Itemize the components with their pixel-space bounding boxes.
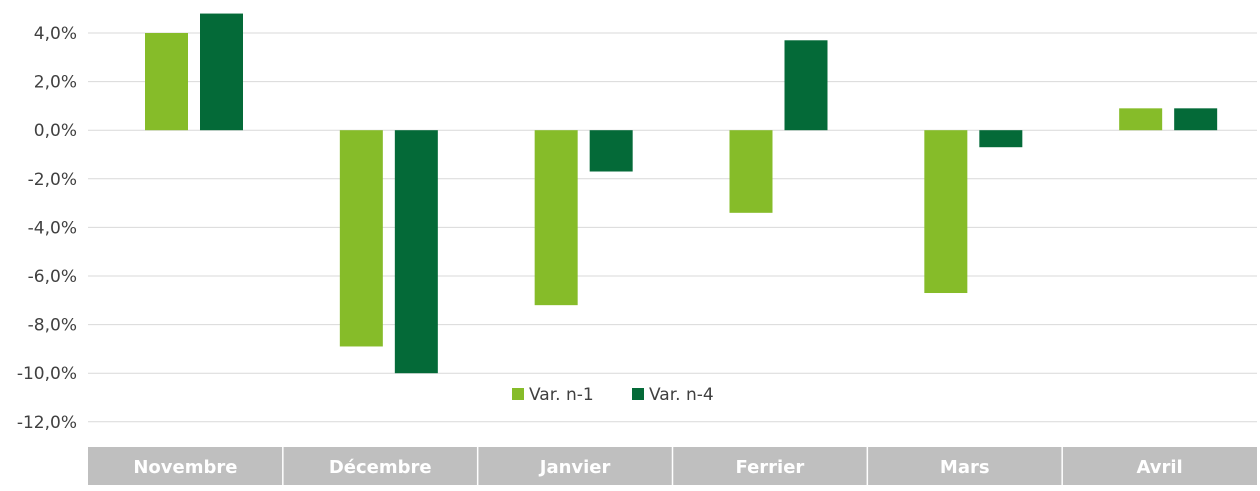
bar-series-1-janvier	[534, 130, 578, 306]
bar-series-2-mars	[979, 130, 1023, 148]
y-tick-label: 2,0%	[34, 73, 77, 93]
legend-label: Var. n-4	[649, 385, 714, 405]
category-cell	[282, 447, 478, 485]
legend: Var. n-1 Var. n-4	[512, 385, 714, 405]
category-cell	[477, 447, 673, 485]
category-label: Novembre	[133, 457, 237, 478]
bar-series-2-janvier	[589, 130, 633, 172]
y-tick-label: 4,0%	[34, 24, 77, 44]
gridlines	[88, 32, 1257, 423]
bar-series-1-décembre	[339, 130, 383, 347]
y-tick-label: -2,0%	[28, 170, 77, 190]
category-cell	[88, 447, 283, 485]
bar-series-2-avril	[1174, 108, 1218, 131]
y-tick-label: -8,0%	[28, 316, 77, 336]
y-tick-label: -12,0%	[17, 413, 77, 433]
category-cell	[672, 447, 868, 485]
y-tick-label: 0,0%	[34, 121, 77, 141]
bar-series-1-avril	[1119, 108, 1163, 131]
y-tick-label: -10,0%	[17, 364, 77, 384]
bar-series-1-mars	[924, 130, 968, 294]
bar-series-1-ferrier	[729, 130, 773, 213]
bar-series-2-novembre	[200, 13, 243, 131]
category-label: Mars	[940, 457, 990, 478]
legend-label: Var. n-1	[529, 385, 594, 405]
category-label: Décembre	[329, 457, 432, 478]
y-tick-label: -4,0%	[28, 218, 77, 238]
category-band: Novembre Décembre Janvier Ferrier Mars Avril	[88, 447, 1257, 485]
category-cell	[867, 447, 1063, 485]
legend-swatch	[632, 388, 644, 400]
category-cell	[1062, 447, 1257, 485]
bars	[145, 13, 1218, 374]
category-label: Janvier	[538, 457, 611, 478]
category-label: Avril	[1136, 457, 1182, 478]
category-label: Ferrier	[736, 457, 805, 478]
y-axis-tick-labels: 4,0% 2,0% 0,0% -2,0% -4,0% -6,0% -8,0% -10,0% -1…	[17, 24, 77, 433]
bar-series-1-novembre	[145, 33, 188, 131]
y-tick-label: -6,0%	[28, 267, 77, 287]
legend-swatch	[512, 388, 524, 400]
bar-series-2-décembre	[394, 130, 438, 374]
bar-series-2-ferrier	[784, 40, 828, 131]
